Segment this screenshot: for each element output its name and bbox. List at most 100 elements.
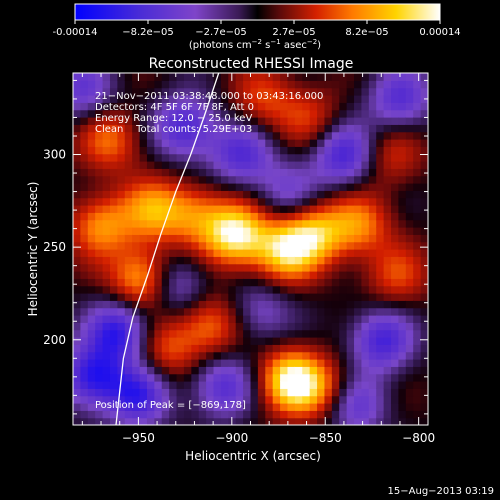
heatmap-cell <box>317 197 326 206</box>
heatmap-cell <box>228 249 237 257</box>
heatmap-cell <box>176 351 185 360</box>
heatmap-cell <box>413 417 422 425</box>
heatmap-cell <box>368 73 377 81</box>
heatmap-cell <box>235 322 244 331</box>
heatmap-cell <box>331 168 340 177</box>
heatmap-cell <box>191 307 200 316</box>
heatmap-cell <box>280 109 289 118</box>
heatmap-cell <box>420 183 428 191</box>
heatmap-cell <box>331 117 340 125</box>
heatmap-cell <box>154 102 163 111</box>
heatmap-cell <box>154 373 163 382</box>
heatmap-cell <box>220 139 229 147</box>
heatmap-cell <box>376 183 385 191</box>
heatmap-cell <box>117 87 126 96</box>
heatmap-cell <box>102 175 111 184</box>
heatmap-cell <box>235 190 244 199</box>
heatmap-cell <box>420 366 428 375</box>
heatmap-cell <box>109 80 118 89</box>
heatmap-cell <box>161 417 170 425</box>
heatmap-cell <box>287 300 296 309</box>
heatmap-cell <box>250 168 259 177</box>
heatmap-cell <box>169 205 178 213</box>
heatmap-cell <box>331 241 340 250</box>
heatmap-cell <box>272 410 281 419</box>
heatmap-cell <box>272 256 281 265</box>
heatmap-cell <box>169 95 178 103</box>
heatmap-cell <box>287 212 296 221</box>
heatmap-cell <box>95 87 104 96</box>
heatmap-cell <box>191 300 200 309</box>
heatmap-cell <box>376 153 385 162</box>
heatmap-cell <box>139 190 148 199</box>
heatmap-cell <box>220 73 229 81</box>
heatmap-cell <box>287 359 296 367</box>
heatmap-cell <box>109 337 118 345</box>
heatmap-cell <box>391 307 400 316</box>
heatmap-cell <box>391 410 400 419</box>
heatmap-cell <box>228 139 237 147</box>
heatmap-cell <box>139 234 148 243</box>
heatmap-cell <box>346 227 355 235</box>
heatmap-cell <box>161 102 170 111</box>
heatmap-cell <box>146 293 155 301</box>
heatmap-cell <box>80 381 89 389</box>
heatmap-cell <box>361 146 370 155</box>
heatmap-cell <box>87 161 96 169</box>
heatmap-cell <box>124 102 133 111</box>
heatmap-cell <box>413 197 422 206</box>
heatmap-cell <box>398 219 407 228</box>
heatmap-cell <box>154 183 163 191</box>
heatmap-cell <box>287 234 296 243</box>
heatmap-cell <box>257 359 266 367</box>
heatmap-cell <box>191 183 200 191</box>
heatmap-cell <box>398 373 407 382</box>
heatmap-cell <box>169 417 178 425</box>
heatmap-cell <box>191 168 200 177</box>
heatmap-cell <box>213 351 222 360</box>
heatmap-cell <box>73 366 81 375</box>
heatmap-cell <box>139 87 148 96</box>
heatmap-cell <box>132 109 141 118</box>
heatmap-cell <box>317 73 326 81</box>
heatmap-cell <box>361 337 370 345</box>
heatmap-cell <box>109 329 118 338</box>
heatmap-cell <box>265 153 274 162</box>
heatmap-cell <box>183 80 192 89</box>
heatmap-cell <box>102 109 111 118</box>
heatmap-cell <box>265 410 274 419</box>
heatmap-cell <box>302 373 311 382</box>
heatmap-cell <box>309 241 318 250</box>
heatmap-cell <box>228 366 237 375</box>
heatmap-cell <box>405 263 414 272</box>
heatmap-cell <box>146 109 155 118</box>
heatmap-cell <box>206 153 215 162</box>
heatmap-cell <box>146 190 155 199</box>
heatmap-cell <box>220 234 229 243</box>
heatmap-cell <box>250 219 259 228</box>
heatmap-cell <box>280 117 289 125</box>
heatmap-cell <box>206 190 215 199</box>
heatmap-cell <box>183 351 192 360</box>
heatmap-cell <box>220 403 229 411</box>
heatmap-cell <box>243 161 252 169</box>
heatmap-cell <box>250 388 259 397</box>
heatmap-cell <box>376 73 385 81</box>
heatmap-cell <box>176 131 185 140</box>
heatmap-cell <box>398 168 407 177</box>
heatmap-cell <box>368 278 377 287</box>
heatmap-cell <box>368 161 377 169</box>
heatmap-cell <box>265 146 274 155</box>
heatmap-cell <box>102 263 111 272</box>
heatmap-cell <box>169 351 178 360</box>
heatmap-cell <box>420 263 428 272</box>
heatmap-cell <box>383 373 392 382</box>
heatmap-cell <box>405 373 414 382</box>
heatmap-cell <box>280 300 289 309</box>
heatmap-cell <box>368 293 377 301</box>
heatmap-cell <box>220 388 229 397</box>
heatmap-cell <box>213 249 222 257</box>
heatmap-cell <box>391 139 400 147</box>
heatmap-cell <box>154 395 163 404</box>
heatmap-cell <box>302 87 311 96</box>
